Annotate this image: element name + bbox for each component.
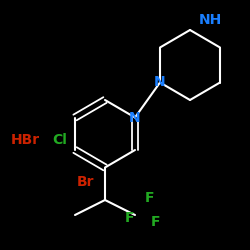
Text: F: F (145, 190, 155, 204)
Text: Cl: Cl (52, 133, 68, 147)
Text: N: N (129, 110, 141, 124)
Text: HBr: HBr (10, 133, 40, 147)
Text: Br: Br (76, 176, 94, 190)
Text: NH: NH (198, 13, 222, 27)
Text: N: N (154, 76, 166, 90)
Text: F: F (125, 210, 135, 224)
Text: F: F (150, 216, 160, 230)
